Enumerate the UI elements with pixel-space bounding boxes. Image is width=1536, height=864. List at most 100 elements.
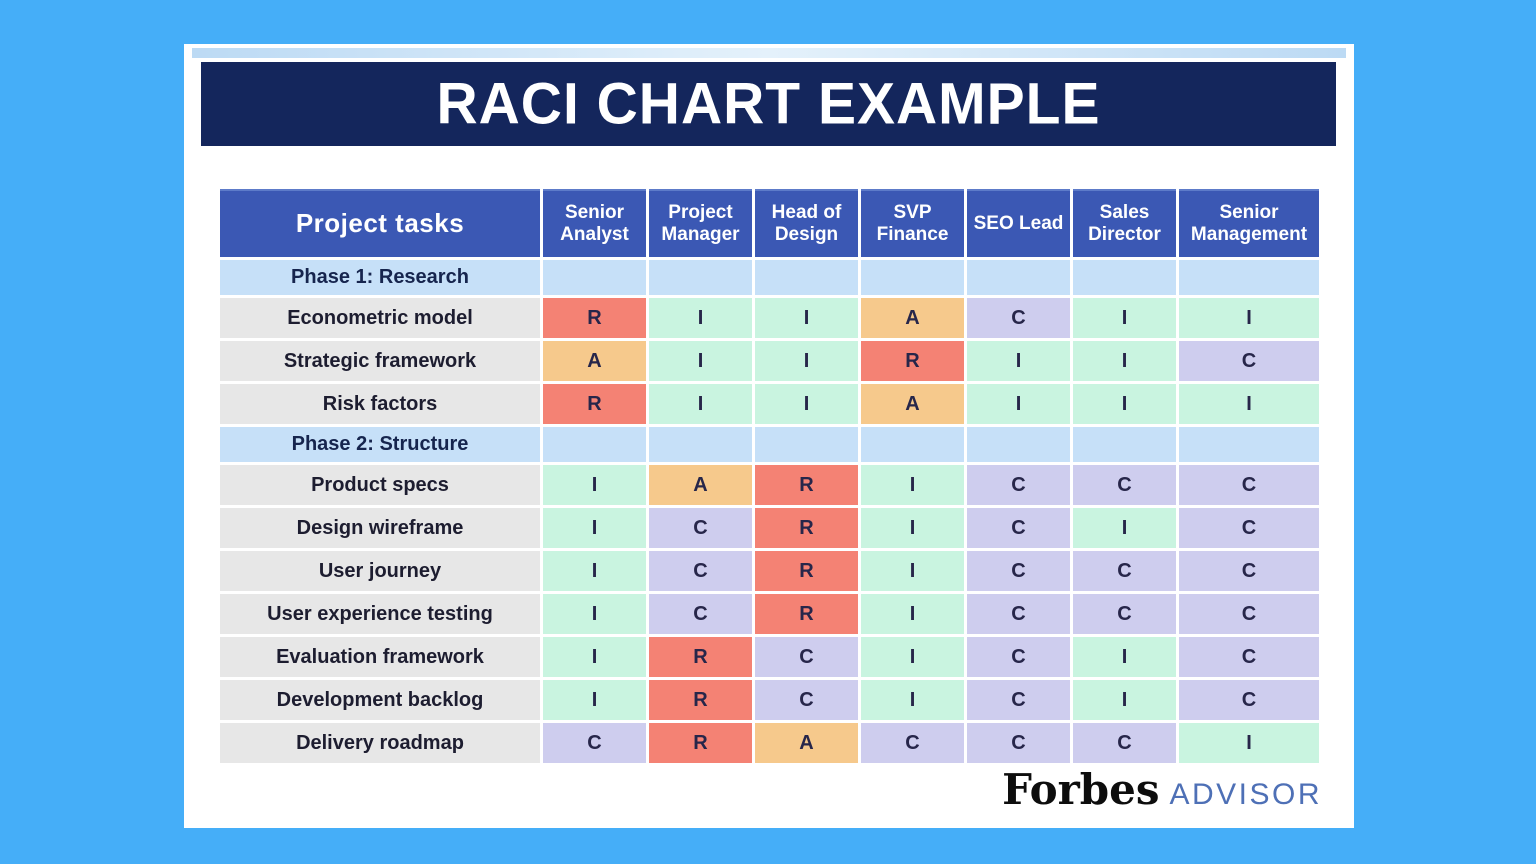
raci-cell-I: I [1073, 508, 1176, 548]
raci-cell-C: C [967, 594, 1070, 634]
phase-empty-cell [1073, 427, 1176, 462]
raci-cell-R: R [755, 508, 858, 548]
raci-cell-I: I [967, 384, 1070, 424]
task-label: Econometric model [220, 298, 540, 338]
task-row: User experience testing I C R I C C C [220, 594, 1319, 634]
raci-cell-I: I [755, 341, 858, 381]
role-column-header: Head of Design [755, 189, 858, 257]
phase-header-row: Phase 1: Research [220, 260, 1319, 295]
raci-cell-C: C [649, 551, 752, 591]
raci-cell-A: A [861, 298, 964, 338]
raci-cell-C: C [967, 551, 1070, 591]
role-column-header: Senior Analyst [543, 189, 646, 257]
header-row: Project tasks Senior Analyst Project Manag… [220, 189, 1319, 257]
phase-empty-cell [649, 260, 752, 295]
task-column-header: Project tasks [220, 189, 540, 257]
role-column-header: Sales Director [1073, 189, 1176, 257]
raci-cell-I: I [861, 680, 964, 720]
phase-empty-cell [755, 260, 858, 295]
task-label: Product specs [220, 465, 540, 505]
task-row: User journey I C R I C C C [220, 551, 1319, 591]
raci-cell-I: I [1073, 341, 1176, 381]
raci-cell-I: I [1179, 298, 1319, 338]
task-row: Risk factors R I I A I I I [220, 384, 1319, 424]
raci-cell-I: I [1073, 637, 1176, 677]
task-row: Econometric model R I I A C I I [220, 298, 1319, 338]
task-label: Risk factors [220, 384, 540, 424]
raci-cell-R: R [755, 594, 858, 634]
raci-cell-C: C [1179, 594, 1319, 634]
raci-cell-C: C [967, 465, 1070, 505]
raci-cell-R: R [649, 723, 752, 763]
raci-cell-R: R [649, 680, 752, 720]
raci-cell-C: C [967, 637, 1070, 677]
phase-empty-cell [543, 427, 646, 462]
raci-cell-I: I [543, 637, 646, 677]
task-label: User journey [220, 551, 540, 591]
raci-cell-I: I [861, 551, 964, 591]
raci-cell-R: R [649, 637, 752, 677]
raci-cell-A: A [649, 465, 752, 505]
raci-cell-I: I [649, 341, 752, 381]
phase-empty-cell [861, 260, 964, 295]
phase-empty-cell [543, 260, 646, 295]
raci-cell-C: C [1179, 341, 1319, 381]
raci-cell-R: R [755, 465, 858, 505]
forbes-logo: Forbes [1002, 765, 1160, 814]
raci-cell-R: R [755, 551, 858, 591]
task-row: Strategic framework A I I R I I C [220, 341, 1319, 381]
task-row: Development backlog I R C I C I C [220, 680, 1319, 720]
role-column-header: Senior Management [1179, 189, 1319, 257]
raci-cell-I: I [1073, 298, 1176, 338]
raci-cell-C: C [543, 723, 646, 763]
top-accent-strip [192, 48, 1346, 58]
phase-header-row: Phase 2: Structure [220, 427, 1319, 462]
raci-cell-I: I [543, 508, 646, 548]
task-row: Evaluation framework I R C I C I C [220, 637, 1319, 677]
role-column-header: SEO Lead [967, 189, 1070, 257]
raci-cell-I: I [543, 465, 646, 505]
phase-empty-cell [967, 427, 1070, 462]
raci-table: Project tasks Senior Analyst Project Manag… [217, 186, 1322, 766]
raci-cell-I: I [861, 637, 964, 677]
phase-empty-cell [649, 427, 752, 462]
brand-footer: Forbes ADVISOR [1002, 765, 1322, 814]
raci-cell-R: R [543, 384, 646, 424]
title-bar: RACI CHART EXAMPLE [201, 62, 1336, 146]
raci-cell-C: C [1073, 551, 1176, 591]
infographic-card: RACI CHART EXAMPLE Project tasks Senior A… [184, 44, 1354, 828]
raci-cell-C: C [967, 680, 1070, 720]
raci-cell-I: I [649, 298, 752, 338]
raci-cell-C: C [967, 723, 1070, 763]
raci-cell-C: C [1179, 465, 1319, 505]
raci-cell-I: I [967, 341, 1070, 381]
raci-cell-I: I [543, 680, 646, 720]
raci-cell-I: I [1179, 384, 1319, 424]
raci-cell-C: C [1179, 680, 1319, 720]
raci-cell-I: I [861, 594, 964, 634]
task-label: Development backlog [220, 680, 540, 720]
role-column-header: Project Manager [649, 189, 752, 257]
phase-empty-cell [861, 427, 964, 462]
task-label: Delivery roadmap [220, 723, 540, 763]
phase-empty-cell [1179, 427, 1319, 462]
raci-cell-C: C [1179, 637, 1319, 677]
role-column-header: SVP Finance [861, 189, 964, 257]
raci-cell-C: C [755, 680, 858, 720]
task-label: Strategic framework [220, 341, 540, 381]
raci-cell-I: I [1073, 680, 1176, 720]
raci-cell-I: I [1073, 384, 1176, 424]
phase-label: Phase 2: Structure [220, 427, 540, 462]
phase-empty-cell [1179, 260, 1319, 295]
raci-cell-A: A [755, 723, 858, 763]
raci-cell-C: C [1179, 551, 1319, 591]
raci-cell-I: I [755, 298, 858, 338]
raci-cell-C: C [1073, 594, 1176, 634]
raci-cell-I: I [1179, 723, 1319, 763]
phase-empty-cell [755, 427, 858, 462]
phase-empty-cell [1073, 260, 1176, 295]
raci-cell-A: A [543, 341, 646, 381]
task-row: Delivery roadmap C R A C C C I [220, 723, 1319, 763]
phase-label: Phase 1: Research [220, 260, 540, 295]
raci-cell-C: C [1073, 465, 1176, 505]
